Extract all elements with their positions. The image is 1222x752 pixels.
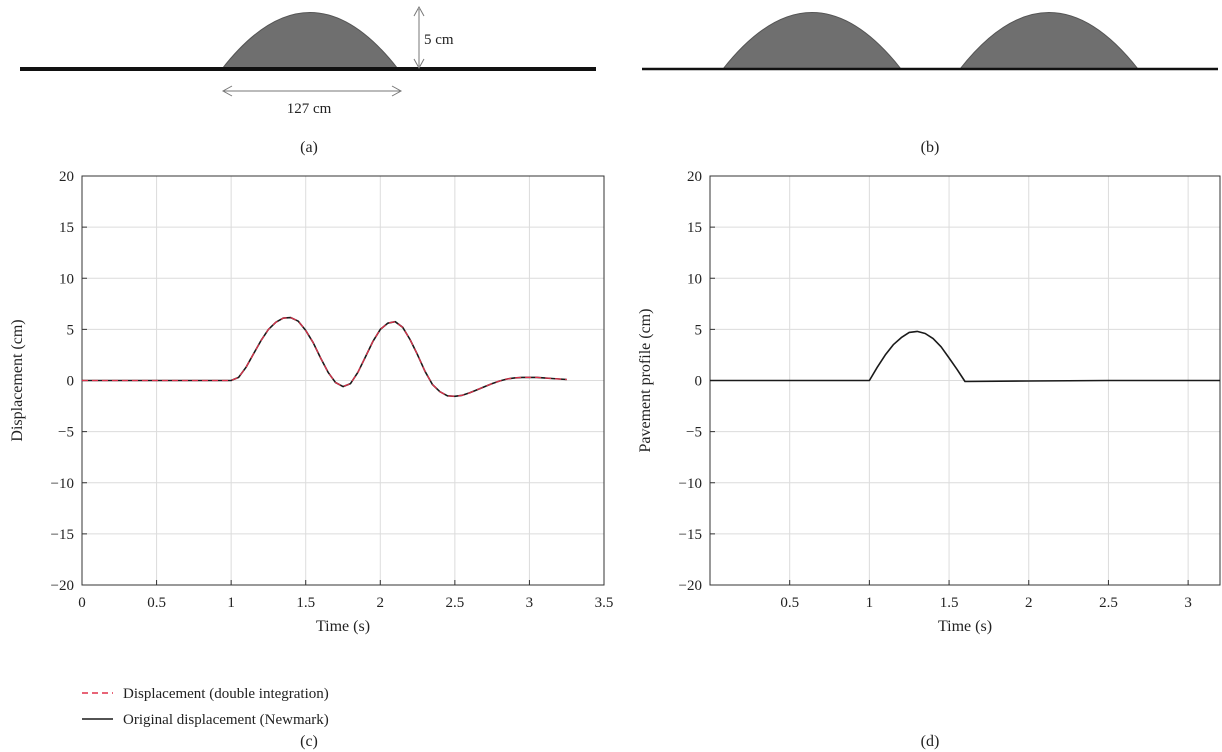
y-tick-label: −20 [679, 578, 702, 594]
x-tick-label: 1.5 [940, 595, 959, 611]
panel-b: (b) [642, 12, 1218, 156]
panel-label-c: (c) [300, 733, 318, 750]
y-tick-label: 15 [687, 220, 702, 236]
panel-label-a: (a) [300, 139, 318, 156]
x-axis-label: Time (s) [316, 618, 370, 635]
y-axis-label: Pavement profile (cm) [637, 309, 654, 453]
width-arrow-right-icon [391, 85, 403, 97]
panel-a: 5 cm 127 cm (a) [20, 5, 596, 156]
series-line-double-integration [82, 317, 567, 397]
height-label: 5 cm [424, 32, 454, 48]
panel-label-d: (d) [921, 733, 940, 750]
x-tick-label: 0.5 [780, 595, 799, 611]
legend-label-newmark: Original displacement (Newmark) [123, 712, 329, 728]
x-tick-label: 2.5 [1099, 595, 1118, 611]
y-tick-label: 0 [695, 374, 703, 390]
y-axis-label: Displacement (cm) [9, 319, 26, 441]
x-axis-label: Time (s) [938, 618, 992, 635]
y-tick-label: 10 [687, 271, 702, 287]
series-line-pavement-profile [710, 330, 1220, 383]
legend: Displacement (double integration) Origin… [82, 686, 329, 728]
height-arrow-top-icon [413, 5, 425, 17]
chart-pavement-profile: 0.5 1 1.5 2 2.5 3 −20 −15 −10 −5 0 5 10 15 20 Time (s) P… [637, 169, 1221, 635]
y-tick-label: 15 [59, 220, 74, 236]
width-label: 127 cm [287, 101, 332, 117]
x-tick-label: 0.5 [147, 595, 166, 611]
x-tick-label: 3 [526, 595, 534, 611]
y-tick-label: −5 [686, 425, 702, 441]
x-tick-label: 2 [377, 595, 385, 611]
bump-shape [220, 12, 400, 70]
width-arrow-left-icon [221, 85, 233, 97]
x-tick-label: 3.5 [595, 595, 614, 611]
y-tick-label: 5 [695, 322, 703, 338]
x-tick-label: 3 [1184, 595, 1192, 611]
x-tick-label: 0 [78, 595, 86, 611]
y-tick-label: 5 [67, 322, 75, 338]
y-tick-label: 20 [687, 169, 702, 185]
chart-displacement: 0 0.5 1 1.5 2 2.5 3 3.5 −20 −15 −10 −5 0 5 10 15 20 Time … [9, 169, 613, 635]
y-tick-label: −20 [51, 578, 74, 594]
x-tick-label: 2.5 [445, 595, 464, 611]
y-tick-label: −15 [679, 527, 702, 543]
panel-label-b: (b) [921, 139, 940, 156]
y-tick-label: 20 [59, 169, 74, 185]
y-tick-label: −10 [679, 476, 702, 492]
y-tick-label: 10 [59, 271, 74, 287]
bump-shape-left [721, 12, 903, 70]
y-tick-label: −5 [58, 425, 74, 441]
y-tick-label: −15 [51, 527, 74, 543]
x-tick-label: 1 [866, 595, 874, 611]
y-tick-label: 0 [67, 374, 75, 390]
x-tick-label: 2 [1025, 595, 1033, 611]
legend-label-double-integration: Displacement (double integration) [123, 686, 329, 702]
x-tick-label: 1 [227, 595, 235, 611]
height-arrow-bottom-icon [413, 58, 425, 70]
bump-shape-right [958, 12, 1140, 70]
x-tick-label: 1.5 [296, 595, 315, 611]
y-tick-label: −10 [51, 476, 74, 492]
